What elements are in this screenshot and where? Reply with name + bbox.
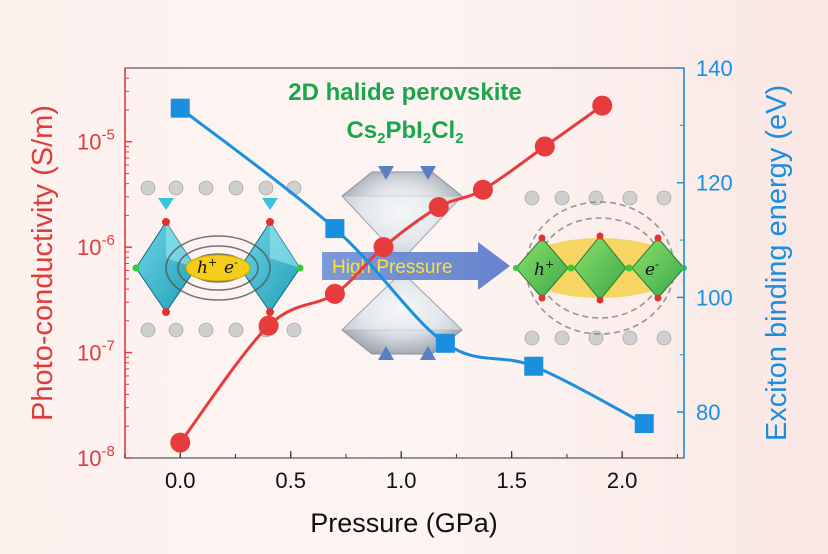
conductivity-point	[373, 237, 394, 258]
left-tick-label: 10-8	[77, 443, 115, 471]
conductivity-point	[534, 136, 555, 157]
left-tick-label: 10-6	[77, 232, 115, 260]
high-pressure-label: High Pressure	[332, 257, 452, 278]
x-tick-label: 1.0	[386, 468, 417, 493]
conductivity-point	[428, 197, 449, 218]
right-tick-label: 80	[696, 400, 720, 425]
right-tick-label: 140	[696, 56, 733, 81]
right-tick-label: 100	[696, 285, 733, 310]
x-axis-title: Pressure (GPa)	[310, 508, 498, 538]
chart-title: 2D halide perovskite	[288, 79, 521, 106]
conductivity-point	[324, 283, 345, 304]
hole-label-left: h+	[197, 256, 217, 278]
chart-subtitle-formula: Cs2PbI2Cl2	[346, 117, 463, 147]
binding-energy-point	[634, 414, 654, 434]
right-tick-label: 120	[696, 171, 733, 196]
binding-energy-point	[170, 98, 190, 118]
x-tick-label: 2.0	[607, 468, 638, 493]
left-tick-label: 10-5	[77, 127, 115, 155]
binding-energy-point	[325, 219, 345, 239]
high-pressure-arrow: High Pressure	[322, 242, 510, 290]
chart-marks: 0.0 0.5 1.0 1.5 2.0 10-8 10-7 10-6 10-5 80 100 120 1…	[77, 56, 733, 493]
electron-label-left: e-	[224, 256, 238, 278]
right-structure-illustration: h+ e-	[513, 190, 687, 346]
conductivity-point	[592, 95, 613, 116]
electron-label-right: e-	[645, 258, 659, 280]
right-axis-title: Exciton binding energy (eV)	[761, 85, 793, 441]
binding-energy-point	[524, 356, 544, 376]
conductivity-point	[472, 179, 493, 200]
left-tick-label: 10-7	[77, 338, 115, 366]
conductivity-point	[258, 315, 279, 336]
binding-energy-line	[179, 106, 645, 425]
x-tick-label: 0.5	[275, 468, 306, 493]
conductivity-point	[170, 432, 191, 453]
left-axis-title: Photo-conductivity (S/m)	[27, 105, 59, 421]
x-tick-label: 0.0	[165, 468, 196, 493]
x-tick-label: 1.5	[496, 468, 527, 493]
hole-label-right: h+	[534, 258, 554, 280]
left-structure-illustration: h+ e-	[132, 180, 304, 338]
binding-energy-point	[435, 333, 455, 353]
